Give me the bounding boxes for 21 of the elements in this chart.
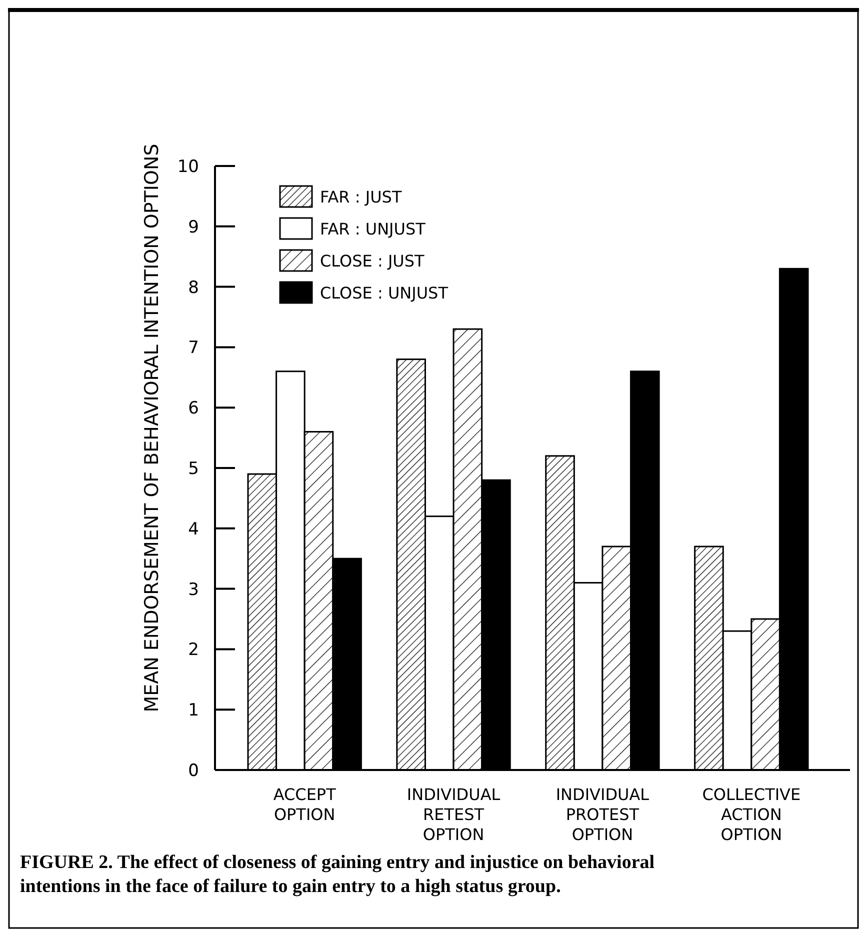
x-tick-label: ACCEPT OPTION [273, 785, 336, 824]
y-tick-label: 4 [188, 519, 199, 540]
legend-label: CLOSE : JUST [320, 252, 425, 271]
y-tick-label: 7 [188, 338, 199, 358]
x-tick-label: INDIVIDUAL RETEST OPTION [406, 785, 500, 844]
y-tick-label: 10 [177, 156, 199, 177]
y-tick-label: 3 [188, 580, 199, 600]
legend-label: CLOSE : UNJUST [320, 284, 448, 303]
text: FIGURE 2. The effect of closeness of gaining entry and injustice on behavioral intentions in the face of failure to gain entry to a high status group. [20, 852, 655, 897]
x-tick-label: COLLECTIVE ACTION OPTION [702, 785, 801, 844]
legend-label: FAR : UNJUST [320, 220, 426, 239]
y-tick-label: 2 [188, 640, 199, 660]
y-tick-label: 0 [188, 760, 199, 781]
y-tick-label: 9 [188, 217, 199, 238]
legend-label: FAR : JUST [320, 188, 402, 207]
x-tick-label: INDIVIDUAL PROTEST OPTION [556, 785, 650, 844]
y-axis-title: MEAN ENDORSEMENT OF BEHAVIORAL INTENTION OPTIONS [141, 144, 163, 712]
y-tick-label: 6 [188, 398, 199, 419]
y-tick-label: 1 [188, 700, 199, 721]
y-tick-label: 8 [188, 278, 199, 298]
y-tick-label: 5 [188, 458, 199, 479]
